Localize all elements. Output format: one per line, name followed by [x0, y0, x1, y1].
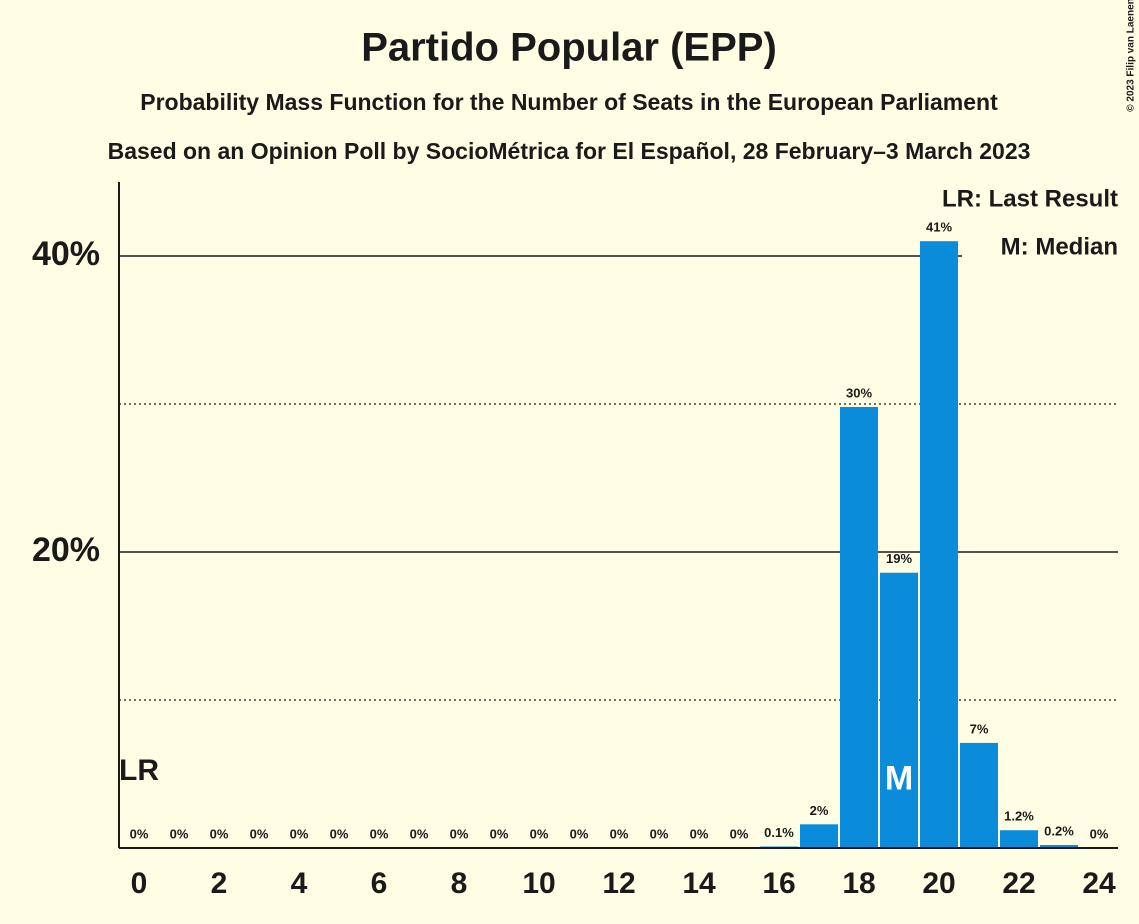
value-label: 0%: [570, 826, 589, 841]
value-label: 0%: [1090, 826, 1109, 841]
value-label: 0.1%: [764, 825, 794, 840]
value-label: 0%: [130, 826, 149, 841]
legend-background: [937, 184, 1095, 216]
x-tick-label: 0: [131, 867, 148, 900]
value-label: 0%: [650, 826, 669, 841]
value-label: 0%: [370, 826, 389, 841]
x-tick-label: 10: [522, 867, 555, 900]
x-tick-label: 12: [602, 867, 635, 900]
value-label: 0%: [450, 826, 469, 841]
bar: [960, 742, 998, 848]
y-tick-label: 20%: [32, 531, 100, 569]
value-label: 1.2%: [1004, 809, 1034, 824]
value-label: 0%: [690, 826, 709, 841]
legend-background: [962, 232, 1120, 264]
value-label: 19%: [886, 551, 912, 566]
x-tick-label: 4: [291, 867, 308, 900]
median-marker: M: [885, 759, 913, 797]
x-tick-label: 18: [842, 867, 875, 900]
value-label: 0%: [410, 826, 429, 841]
value-label: 2%: [810, 803, 829, 818]
x-tick-label: 2: [211, 867, 228, 900]
copyright: © 2023 Filip van Laenen: [1126, 0, 1137, 112]
x-tick-label: 16: [762, 867, 795, 900]
value-label: 0%: [530, 826, 549, 841]
value-label: 0%: [610, 826, 629, 841]
chart-subtitle: Based on an Opinion Poll by SocioMétrica…: [108, 138, 1031, 164]
value-label: 0%: [290, 826, 309, 841]
chart-subtitle: Probability Mass Function for the Number…: [140, 89, 998, 115]
x-tick-label: 22: [1002, 867, 1035, 900]
value-label: 0%: [250, 826, 269, 841]
value-label: 0%: [330, 826, 349, 841]
value-label: 0%: [170, 826, 189, 841]
legend-entry: M: Median: [1001, 233, 1118, 260]
x-tick-label: 8: [451, 867, 468, 900]
x-tick-label: 6: [371, 867, 388, 900]
value-label: 0%: [490, 826, 509, 841]
x-tick-label: 24: [1082, 867, 1116, 900]
last-result-marker: LR: [119, 754, 159, 787]
bar: [800, 824, 838, 848]
value-label: 0%: [730, 826, 749, 841]
value-label: 41%: [926, 220, 952, 235]
bar: [840, 406, 878, 848]
bar: [1040, 845, 1078, 848]
x-tick-label: 14: [682, 867, 716, 900]
bar: [880, 572, 918, 848]
y-tick-label: 40%: [32, 235, 100, 273]
bar: [920, 241, 958, 848]
chart-title: Partido Popular (EPP): [361, 26, 777, 70]
bar: [1000, 830, 1038, 848]
value-label: 0%: [210, 826, 229, 841]
value-label: 7%: [970, 721, 989, 736]
value-label: 0.2%: [1044, 823, 1074, 838]
x-tick-label: 20: [922, 867, 955, 900]
legend-entry: LR: Last Result: [942, 185, 1118, 212]
value-label: 30%: [846, 385, 872, 400]
